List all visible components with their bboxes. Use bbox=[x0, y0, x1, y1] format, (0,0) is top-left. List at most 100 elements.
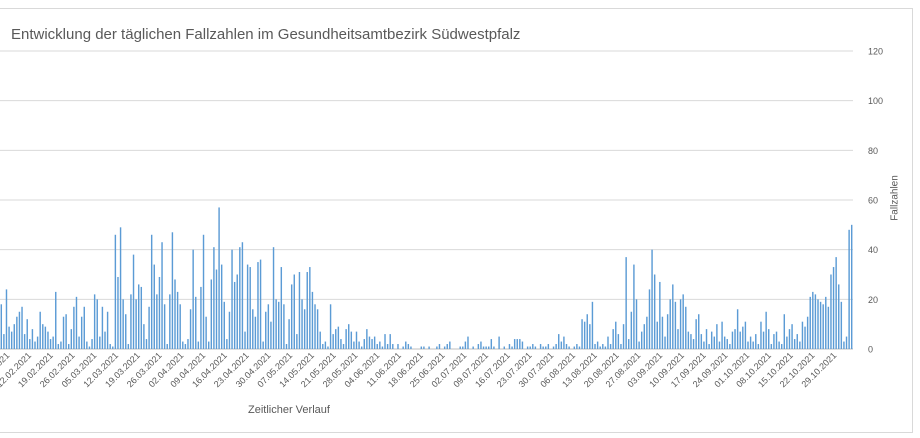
bar bbox=[705, 329, 708, 349]
bar bbox=[353, 341, 355, 349]
bar bbox=[464, 341, 467, 349]
bar bbox=[848, 229, 850, 349]
bar bbox=[169, 294, 171, 349]
bar bbox=[560, 341, 563, 349]
bar bbox=[710, 331, 713, 349]
bar bbox=[249, 267, 251, 349]
bar bbox=[114, 234, 117, 349]
bar bbox=[205, 316, 207, 349]
bar bbox=[436, 346, 438, 349]
bar bbox=[324, 341, 327, 349]
bar bbox=[176, 291, 179, 349]
bar bbox=[379, 341, 381, 349]
bar bbox=[462, 346, 464, 349]
bar bbox=[143, 324, 145, 349]
bar bbox=[47, 331, 49, 349]
bar bbox=[788, 329, 791, 349]
bar bbox=[373, 336, 376, 349]
bar bbox=[690, 334, 692, 349]
bar bbox=[340, 339, 342, 349]
bar bbox=[187, 339, 189, 349]
bar bbox=[26, 319, 28, 349]
bar bbox=[208, 341, 210, 349]
bar bbox=[200, 286, 202, 349]
bar bbox=[184, 344, 187, 349]
bar bbox=[368, 336, 371, 349]
bar bbox=[850, 224, 853, 349]
bar bbox=[778, 341, 780, 349]
bar bbox=[482, 346, 485, 349]
bar bbox=[239, 247, 241, 349]
bar bbox=[438, 344, 441, 349]
bar bbox=[389, 334, 391, 349]
bar bbox=[327, 346, 329, 349]
bar bbox=[773, 334, 775, 349]
bar bbox=[52, 336, 54, 349]
bar bbox=[700, 334, 703, 349]
bar bbox=[648, 289, 651, 349]
bar bbox=[166, 344, 168, 349]
bar bbox=[182, 341, 184, 349]
bar bbox=[381, 346, 384, 349]
bar bbox=[13, 324, 15, 349]
bar bbox=[31, 329, 34, 349]
bar bbox=[57, 344, 60, 349]
bar bbox=[490, 339, 493, 349]
bar bbox=[817, 299, 819, 349]
bar bbox=[65, 314, 67, 349]
bar bbox=[443, 346, 446, 349]
bar bbox=[679, 299, 682, 349]
bar bbox=[145, 339, 148, 349]
bar bbox=[99, 336, 101, 349]
bar bbox=[752, 341, 754, 349]
bar bbox=[485, 346, 487, 349]
x-tick-labels: 05.02.202112.02.202119.02.202126.02.2021… bbox=[0, 350, 838, 389]
bar bbox=[615, 321, 617, 349]
bar bbox=[628, 339, 630, 349]
bar bbox=[278, 301, 280, 349]
bar bbox=[348, 324, 350, 349]
bar bbox=[283, 304, 285, 349]
bar bbox=[270, 321, 272, 349]
bar bbox=[55, 291, 57, 349]
bar bbox=[804, 326, 806, 349]
bar bbox=[488, 346, 490, 349]
bar bbox=[130, 294, 132, 349]
bar bbox=[796, 334, 798, 349]
bar bbox=[791, 324, 793, 349]
bar bbox=[262, 341, 264, 349]
bar bbox=[127, 344, 130, 349]
bar bbox=[534, 346, 537, 349]
bar bbox=[747, 341, 749, 349]
bar bbox=[755, 334, 757, 349]
bar bbox=[653, 274, 656, 349]
bar bbox=[29, 339, 31, 349]
bar bbox=[376, 344, 378, 349]
bar bbox=[568, 346, 570, 349]
x-axis-label: Zeitlicher Verlauf bbox=[248, 404, 330, 416]
bar bbox=[36, 336, 39, 349]
bar bbox=[617, 334, 620, 349]
bar bbox=[669, 299, 671, 349]
bar bbox=[768, 329, 770, 349]
bar bbox=[661, 316, 664, 349]
bar bbox=[480, 341, 482, 349]
bar bbox=[49, 339, 52, 349]
bar bbox=[171, 232, 174, 349]
bar bbox=[656, 321, 658, 349]
bar bbox=[163, 304, 166, 349]
bar bbox=[384, 334, 386, 349]
bar bbox=[578, 346, 581, 349]
bar bbox=[265, 311, 267, 349]
bar bbox=[832, 267, 835, 349]
bar bbox=[202, 234, 205, 349]
bar bbox=[0, 304, 3, 349]
bar bbox=[742, 326, 744, 349]
bar bbox=[223, 301, 225, 349]
bar bbox=[672, 284, 674, 349]
bar bbox=[150, 234, 153, 349]
bar bbox=[117, 276, 119, 349]
chart-frame bbox=[0, 8, 913, 433]
bars bbox=[0, 207, 853, 349]
bar bbox=[8, 326, 10, 349]
